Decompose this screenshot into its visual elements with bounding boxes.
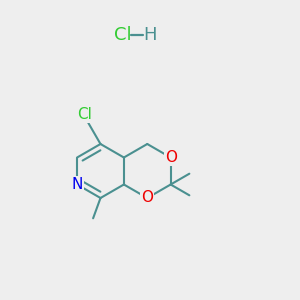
Text: H: H: [143, 26, 157, 44]
Text: Cl: Cl: [114, 26, 132, 44]
Text: O: O: [165, 150, 177, 165]
Text: Cl: Cl: [77, 107, 92, 122]
Text: O: O: [141, 190, 153, 206]
Text: N: N: [71, 177, 83, 192]
